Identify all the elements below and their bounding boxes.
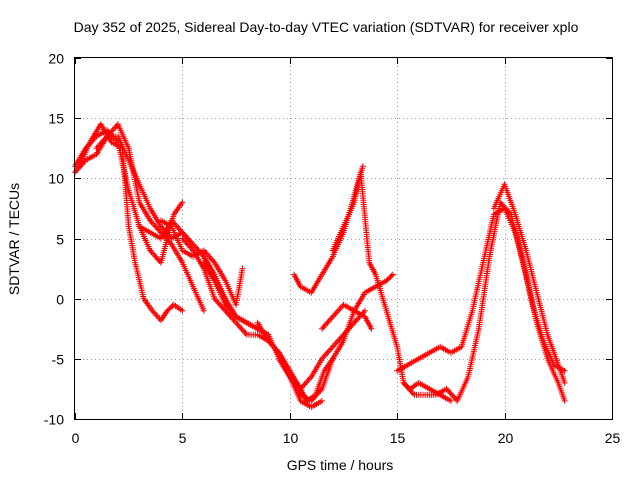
series-track-14 [394,205,568,404]
y-tick-label: 0 [56,292,64,308]
series-line [293,166,364,294]
data-point-markers [394,205,568,404]
data-point-markers [72,121,207,314]
data-series [72,121,568,410]
axes: 0 5 10 15 20 25 -10 -5 0 5 10 15 20 [44,51,621,447]
x-tick-label: 20 [498,430,514,446]
grid [75,58,612,419]
y-tick-label: -10 [44,412,64,428]
series-track-12 [319,301,375,332]
series-track-9 [254,271,396,404]
y-tick-label: 20 [48,51,64,67]
data-point-markers [291,163,366,296]
x-tick-label: 15 [390,430,406,446]
y-tick-label: 15 [48,111,64,127]
y-axis-label: SDTVAR / TECUs [6,183,22,295]
y-tick-label: 10 [48,171,64,187]
series-track-5 [136,217,272,338]
series-track-15 [400,199,568,404]
x-tick-label: 5 [179,430,187,446]
data-point-markers [329,169,454,404]
y-tick-label: -5 [52,352,65,368]
plot-frame [74,57,613,420]
data-point-markers [400,199,568,404]
series-track-11 [291,163,366,296]
chart-title: Day 352 of 2025, Sidereal Day-to-day VTE… [74,19,579,35]
series-track-16 [490,181,568,386]
data-point-markers [490,181,568,386]
series-line [403,201,565,402]
data-point-markers [276,307,368,392]
x-axis-label: GPS time / hours [287,457,394,473]
data-point-markers [136,217,272,338]
series-track-10 [276,307,368,392]
x-tick-label: 25 [605,430,621,446]
x-tick-label: 10 [283,430,299,446]
data-point-markers [254,271,396,404]
series-track-13 [329,169,454,404]
y-tick-label: 5 [56,232,64,248]
data-point-markers [319,301,375,332]
x-tick-label: 0 [72,430,80,446]
series-track-2 [72,121,207,314]
